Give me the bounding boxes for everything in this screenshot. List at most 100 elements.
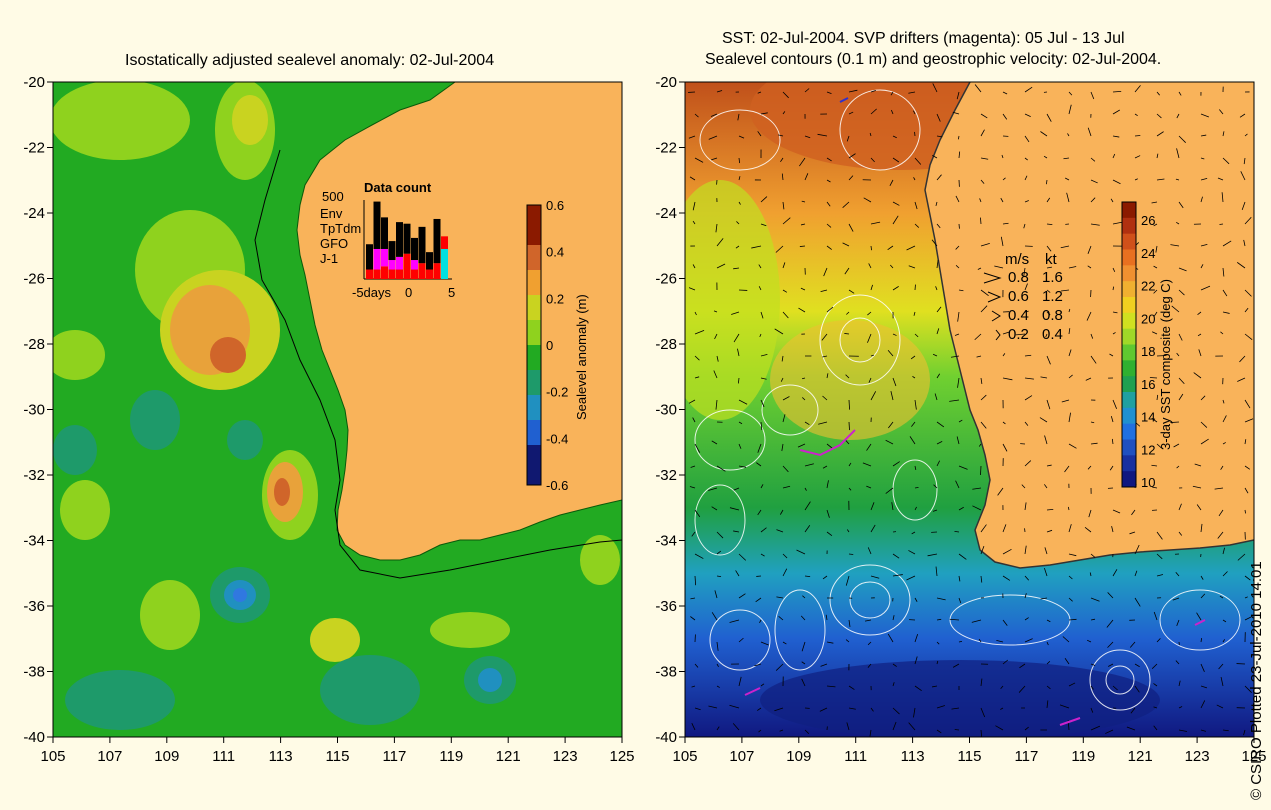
right-panel-title-line1: SST: 02-Jul-2004. SVP drifters (magenta)… — [722, 30, 1125, 47]
drifter-track-2 — [744, 687, 761, 696]
right-colorbar-tick-label: 20 — [1141, 311, 1155, 326]
data-count-bar-env — [388, 241, 396, 261]
data-count-bar-tptdm — [373, 248, 381, 270]
right-x-tick-label: 121 — [1128, 748, 1153, 765]
left-colorbar-tick-label: 0.6 — [546, 198, 564, 213]
velocity-key-ms: 0.6 — [1008, 288, 1029, 305]
right-y-tick-label: -36 — [655, 598, 677, 615]
drifter-track-5 — [839, 97, 849, 103]
data-count-bar-gfo — [381, 266, 388, 279]
left-colorbar-tick-label: -0.6 — [546, 478, 568, 493]
left-y-tick-label: -24 — [23, 205, 45, 222]
right-x-tick-label: 111 — [844, 748, 867, 765]
right-coast-outline — [924, 82, 1254, 569]
data-count-bar-env — [373, 201, 381, 249]
right-x-tick-label: 109 — [786, 748, 811, 765]
right-colorbar-tick-label: 26 — [1141, 213, 1155, 228]
right-colorbar-tick-label: 16 — [1141, 377, 1155, 392]
left-x-tick-label: 107 — [97, 748, 122, 765]
left-y-tick-label: -22 — [23, 140, 45, 157]
data-count-bar-env — [396, 222, 403, 257]
left-y-tick-label: -36 — [23, 598, 45, 615]
left-y-tick-label: -38 — [23, 664, 45, 681]
data-count-bar-env — [403, 223, 411, 254]
left-x-tick-label: 105 — [40, 748, 65, 765]
right-y-tick-label: -38 — [655, 664, 677, 681]
left-x-tick-label: 123 — [553, 748, 578, 765]
data-count-bar-gfo — [418, 263, 426, 279]
velocity-key-ms: 0.4 — [1008, 307, 1029, 324]
right-y-tick-label: -22 — [655, 140, 677, 157]
left-y-tick-label: -20 — [23, 74, 45, 91]
data-count-bar-env — [418, 226, 426, 264]
left-y-tick-label: -28 — [23, 336, 45, 353]
left-x-tick-label: 121 — [496, 748, 521, 765]
data-count-legend-tptdm: TpTdm — [320, 221, 361, 236]
left-y-tick-label: -26 — [23, 271, 45, 288]
sealevel-contours — [694, 89, 1241, 711]
left-colorbar-tick-label: -0.4 — [546, 431, 568, 446]
right-y-tick-label: -28 — [655, 336, 677, 353]
left-shelf-contour — [254, 149, 622, 579]
right-colorbar-tick-label: 14 — [1141, 410, 1155, 425]
velocity-key-kt: 0.8 — [1042, 307, 1063, 324]
right-x-tick-label: 113 — [901, 748, 925, 765]
right-y-tick-label: -26 — [655, 271, 677, 288]
velocity-key-header-ms: m/s — [1005, 251, 1029, 268]
drifter-track-3 — [1059, 717, 1081, 726]
right-y-tick-label: -24 — [655, 205, 677, 222]
left-colorbar-tick-label: 0.2 — [546, 291, 564, 306]
right-y-tick-label: -30 — [655, 402, 677, 419]
anomaly-patches — [53, 82, 620, 730]
left-x-tick-label: 109 — [154, 748, 179, 765]
data-count-bar-tptdm — [381, 248, 388, 267]
data-count-max-label: 500 — [322, 189, 344, 204]
right-colorbar-tick-label: 22 — [1141, 279, 1155, 294]
data-count-bar-tptdm — [396, 256, 403, 270]
data-count-title: Data count — [364, 180, 432, 195]
data-count-legend-j-1: J-1 — [320, 251, 338, 266]
right-x-tick-label: 123 — [1185, 748, 1210, 765]
left-x-tick-label: 113 — [269, 748, 293, 765]
left-y-tick-label: -34 — [23, 533, 45, 550]
right-y-tick-label: -32 — [655, 467, 677, 484]
left-colorbar-tick-label: 0.4 — [546, 245, 564, 260]
left-colorbar: 0.6 0.4 0.2 0 -0.2 -0.4 -0.6 Sealevel anomaly … — [526, 198, 589, 493]
right-colorbar-label: 3-day SST composite (deg C) — [1158, 279, 1173, 450]
data-count-bar-gfo — [373, 269, 381, 279]
data-count-bar-tptdm — [411, 260, 418, 270]
velocity-key-kt: 0.4 — [1042, 326, 1063, 343]
left-x-tick-label: 117 — [382, 748, 406, 765]
data-count-bar-gfo — [388, 269, 396, 279]
data-count-bar-env — [381, 217, 388, 249]
left-y-ticks: -20 -22 -24 -26 -28 -30 -32 -34 -36 -38 -40 — [23, 74, 53, 746]
left-x-tick-label: 111 — [212, 748, 235, 765]
right-map-body — [685, 82, 1254, 737]
right-x-tick-label: 119 — [1071, 748, 1095, 765]
velocity-key-ms: 0.8 — [1008, 269, 1029, 286]
right-australia-land — [925, 82, 1254, 568]
left-colorbar-tick-label: 0 — [546, 338, 553, 353]
velocity-key-kt: 1.6 — [1042, 269, 1063, 286]
data-count-bar-env — [433, 218, 441, 264]
data-count-bar-gfo — [426, 269, 433, 279]
data-count-x-tick-zero: 0 — [405, 285, 412, 300]
left-map-body — [53, 82, 622, 737]
right-colorbar-tick-label: 18 — [1141, 344, 1155, 359]
data-count-bar-gfo — [396, 269, 403, 279]
right-y-tick-label: -40 — [655, 729, 677, 746]
data-count-bar-env — [426, 252, 433, 270]
right-y-tick-label: -20 — [655, 74, 677, 91]
left-x-tick-label: 119 — [439, 748, 463, 765]
data-count-bar-gfo — [433, 263, 441, 279]
left-colorbar-label: Sealevel anomaly (m) — [574, 294, 589, 420]
left-y-tick-label: -30 — [23, 402, 45, 419]
data-count-bar-gfo — [441, 236, 448, 249]
right-y-tick-label: -34 — [655, 533, 677, 550]
data-count-legend-env: Env — [320, 206, 343, 221]
left-x-tick-label: 115 — [326, 748, 350, 765]
velocity-key-header-kt: kt — [1045, 251, 1058, 268]
data-count-bar-gfo — [403, 253, 411, 279]
